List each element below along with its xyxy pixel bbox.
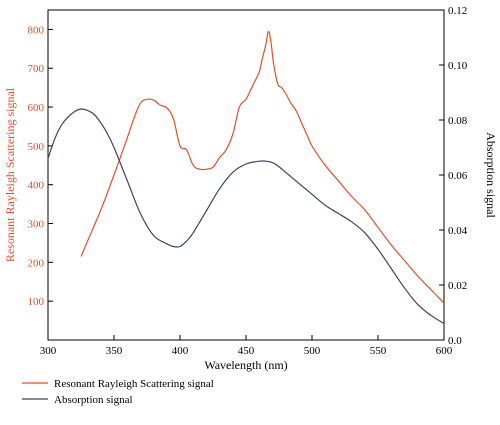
x-tick-label: 350 — [106, 345, 123, 357]
y-left-tick-label: 700 — [28, 63, 45, 75]
x-tick-label: 300 — [40, 345, 57, 357]
y-right-tick-label: 0.10 — [448, 60, 468, 72]
y-right-tick-label: 0.06 — [448, 170, 468, 182]
legend: Resonant Rayleigh Scattering signal Abso… — [22, 378, 214, 406]
x-axis-label: Wavelength (nm) — [204, 358, 287, 372]
y-right-tick-label: 0.08 — [448, 115, 468, 127]
y-left-tick-label: 100 — [28, 296, 45, 308]
y-right-tick-label: 0.12 — [448, 5, 467, 17]
y-right-tick-label: 0.02 — [448, 280, 467, 292]
y-left-tick-label: 600 — [28, 102, 45, 114]
series-layer — [47, 30, 445, 325]
legend-label-absorption: Absorption signal — [54, 394, 133, 406]
y-left-axis-label: Resonant Rayleigh Scattering signal — [3, 87, 17, 262]
y-left-tick-label: 400 — [28, 180, 45, 192]
x-tick-label: 550 — [370, 345, 387, 357]
y-left-tick-label: 500 — [28, 141, 45, 153]
ticks-layer: 300 350 400 450 500 550 600 100 200 300 400 500 600 7… — [28, 5, 468, 357]
x-tick-label: 400 — [172, 345, 189, 357]
y-right-axis-label: Absorption signal — [484, 132, 498, 218]
series-line-rrs — [80, 30, 445, 304]
x-tick-label: 500 — [304, 345, 321, 357]
y-left-tick-label: 300 — [28, 219, 45, 231]
y-left-tick-label: 800 — [28, 24, 45, 36]
y-right-tick-label: 0.0 — [448, 335, 462, 347]
y-right-tick-label: 0.04 — [448, 225, 468, 237]
series-line-absorption — [47, 108, 445, 325]
x-tick-label: 600 — [436, 345, 453, 357]
plot-frame — [47, 9, 445, 341]
x-tick-label: 450 — [238, 345, 255, 357]
y-left-tick-label: 200 — [28, 257, 45, 269]
legend-label-rrs: Resonant Rayleigh Scattering signal — [54, 378, 214, 390]
